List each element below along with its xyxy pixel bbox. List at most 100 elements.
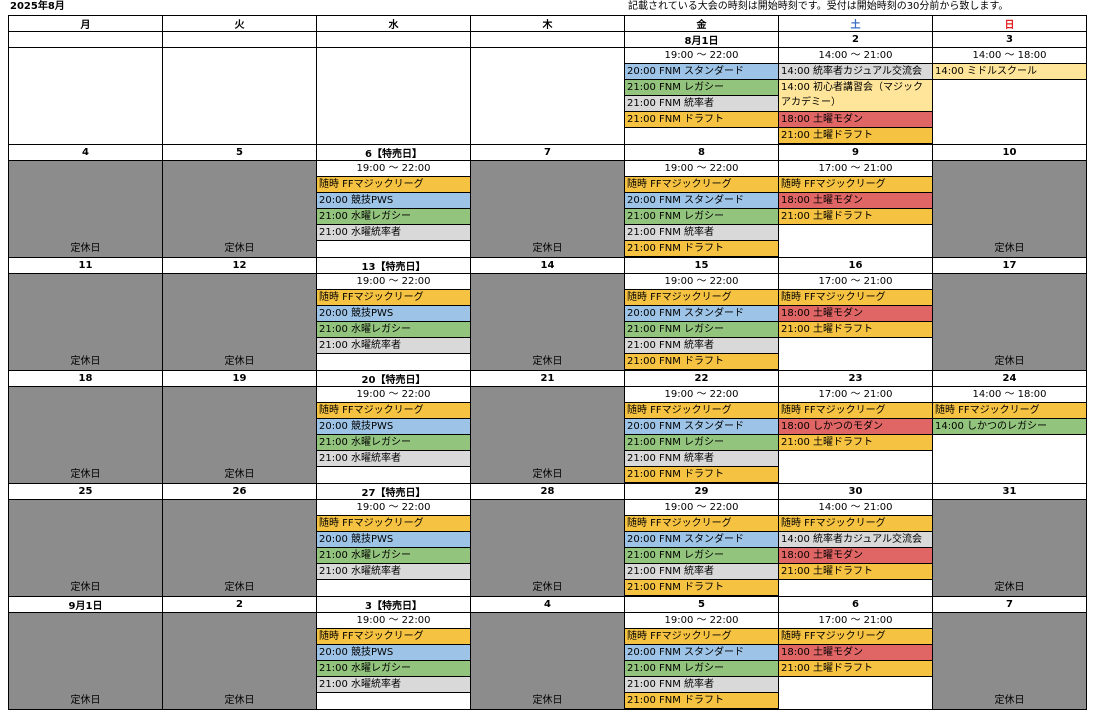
- events-row: 定休日 定休日 19:00 〜 22:00 随時 FFマジックリーグ 20:00 競技P…: [8, 612, 1087, 710]
- event-item: 随時 FFマジックリーグ: [317, 629, 470, 645]
- day-cell: 19:00 〜 22:00 随時 FFマジックリーグ 20:00 FNM スタンダー…: [624, 612, 779, 710]
- date-header-row: 18 19 20【特売日】 21 22 23 24: [8, 370, 1087, 387]
- day-date: 6: [778, 596, 933, 613]
- day-cell: 19:00 〜 22:00 随時 FFマジックリーグ 20:00 FNM スタンダー…: [624, 160, 779, 258]
- open-hours: 14:00 〜 18:00: [933, 387, 1086, 403]
- day-date: 7: [470, 144, 625, 161]
- closed-day-cell: 定休日: [470, 499, 625, 597]
- weekday-wed: 水: [316, 15, 471, 32]
- event-item: 21:00 FNM ドラフト: [625, 241, 778, 257]
- event-item: 随時 FFマジックリーグ: [625, 629, 778, 645]
- event-item: 随時 FFマジックリーグ: [779, 177, 932, 193]
- event-item: 随時 FFマジックリーグ: [317, 290, 470, 306]
- open-hours: 17:00 〜 21:00: [779, 613, 932, 629]
- event-item: 20:00 FNM スタンダード: [625, 193, 778, 209]
- date-header-row: 4 5 6【特売日】 7 8 9 10: [8, 144, 1087, 161]
- day-date: 17: [932, 257, 1087, 274]
- event-item: 21:00 FNM 統率者: [625, 96, 778, 112]
- event-item: 随時 FFマジックリーグ: [625, 403, 778, 419]
- date-header-row: 8月1日 2 3: [8, 31, 1087, 48]
- day-date: 2: [778, 31, 933, 48]
- day-date: 29: [624, 483, 779, 500]
- day-date: 13【特売日】: [316, 257, 471, 274]
- event-item: 随時 FFマジックリーグ: [317, 177, 470, 193]
- closed-day-cell: 定休日: [162, 273, 317, 371]
- day-cell: 17:00 〜 21:00 随時 FFマジックリーグ 18:00 土曜モダン 21:0…: [778, 160, 933, 258]
- event-item: 18:00 しかつのモダン: [779, 419, 932, 435]
- day-cell: 14:00 〜 21:00 随時 FFマジックリーグ 14:00 統率者カジュアル交…: [778, 499, 933, 597]
- event-item: 随時 FFマジックリーグ: [625, 290, 778, 306]
- event-item: 21:00 水曜統率者: [317, 225, 470, 241]
- day-cell: 17:00 〜 21:00 随時 FFマジックリーグ 18:00 しかつのモダン 21…: [778, 386, 933, 484]
- closed-label: 定休日: [224, 469, 255, 480]
- closed-label: 定休日: [532, 356, 563, 367]
- event-item: 21:00 土曜ドラフト: [779, 435, 932, 451]
- event-item: 20:00 競技PWS: [317, 419, 470, 435]
- event-item: 21:00 FNM レガシー: [625, 322, 778, 338]
- open-hours: 19:00 〜 22:00: [317, 387, 470, 403]
- events-row: 定休日 定休日 19:00 〜 22:00 随時 FFマジックリーグ 20:00 競技P…: [8, 386, 1087, 484]
- open-hours: 17:00 〜 21:00: [779, 274, 932, 290]
- day-date: 11: [8, 257, 163, 274]
- event-item: 21:00 FNM ドラフト: [625, 354, 778, 370]
- weekday-fri: 金: [624, 15, 779, 32]
- day-date: 21: [470, 370, 625, 387]
- open-hours: 19:00 〜 22:00: [625, 387, 778, 403]
- day-date: 10: [932, 144, 1087, 161]
- closed-day-cell: 定休日: [932, 273, 1087, 371]
- event-item: 21:00 水曜統率者: [317, 338, 470, 354]
- event-item: 21:00 水曜レガシー: [317, 661, 470, 677]
- date-header-row: 11 12 13【特売日】 14 15 16 17: [8, 257, 1087, 274]
- event-item: 21:00 FNM 統率者: [625, 564, 778, 580]
- closed-day-cell: 定休日: [162, 386, 317, 484]
- open-hours: 19:00 〜 22:00: [625, 613, 778, 629]
- event-item: 21:00 土曜ドラフト: [779, 564, 932, 580]
- closed-day-cell: 定休日: [8, 612, 163, 710]
- day-date: 27【特売日】: [316, 483, 471, 500]
- event-item: 20:00 競技PWS: [317, 532, 470, 548]
- day-cell: 14:00 〜 21:00 14:00 統率者カジュアル交流会 14:00 初心者講…: [778, 47, 933, 145]
- closed-day-cell: 定休日: [932, 160, 1087, 258]
- closed-label: 定休日: [532, 243, 563, 254]
- day-cell: 19:00 〜 22:00 20:00 FNM スタンダード 21:00 FNM レ…: [624, 47, 779, 145]
- open-hours: 19:00 〜 22:00: [317, 613, 470, 629]
- closed-day-cell: 定休日: [8, 386, 163, 484]
- event-item: 18:00 土曜モダン: [779, 112, 932, 128]
- event-item: 21:00 FNM レガシー: [625, 548, 778, 564]
- closed-label: 定休日: [70, 469, 101, 480]
- day-date: 3: [932, 31, 1087, 48]
- open-hours: 19:00 〜 22:00: [317, 500, 470, 516]
- day-cell: [316, 47, 471, 145]
- closed-label: 定休日: [70, 582, 101, 593]
- date-header-row: 25 26 27【特売日】 28 29 30 31: [8, 483, 1087, 500]
- day-date: 12: [162, 257, 317, 274]
- event-item: 随時 FFマジックリーグ: [317, 403, 470, 419]
- closed-label: 定休日: [532, 469, 563, 480]
- event-item: 20:00 FNM スタンダード: [625, 419, 778, 435]
- open-hours: 17:00 〜 21:00: [779, 387, 932, 403]
- day-date: 16: [778, 257, 933, 274]
- event-item: 18:00 土曜モダン: [779, 306, 932, 322]
- day-cell: 14:00 〜 18:00 14:00 ミドルスクール: [932, 47, 1087, 145]
- event-item: 20:00 FNM スタンダード: [625, 306, 778, 322]
- day-date: 15: [624, 257, 779, 274]
- event-item: 21:00 水曜統率者: [317, 451, 470, 467]
- event-item: 21:00 FNM ドラフト: [625, 580, 778, 596]
- event-item: 随時 FFマジックリーグ: [779, 629, 932, 645]
- closed-day-cell: 定休日: [932, 499, 1087, 597]
- day-date: 4: [470, 596, 625, 613]
- day-cell: 17:00 〜 21:00 随時 FFマジックリーグ 18:00 土曜モダン 21:0…: [778, 273, 933, 371]
- day-date: 14: [470, 257, 625, 274]
- open-hours: 19:00 〜 22:00: [317, 161, 470, 177]
- closed-day-cell: 定休日: [470, 273, 625, 371]
- day-date: 8: [624, 144, 779, 161]
- day-cell: 19:00 〜 22:00 随時 FFマジックリーグ 20:00 競技PWS 21:0…: [316, 612, 471, 710]
- open-hours: 14:00 〜 21:00: [779, 500, 932, 516]
- event-item: 21:00 FNM 統率者: [625, 225, 778, 241]
- day-date: 3【特売日】: [316, 596, 471, 613]
- event-item: 随時 FFマジックリーグ: [779, 403, 932, 419]
- open-hours: 19:00 〜 22:00: [317, 274, 470, 290]
- event-item: 21:00 水曜統率者: [317, 677, 470, 693]
- event-item: 21:00 水曜レガシー: [317, 435, 470, 451]
- open-hours: 14:00 〜 18:00: [933, 48, 1086, 64]
